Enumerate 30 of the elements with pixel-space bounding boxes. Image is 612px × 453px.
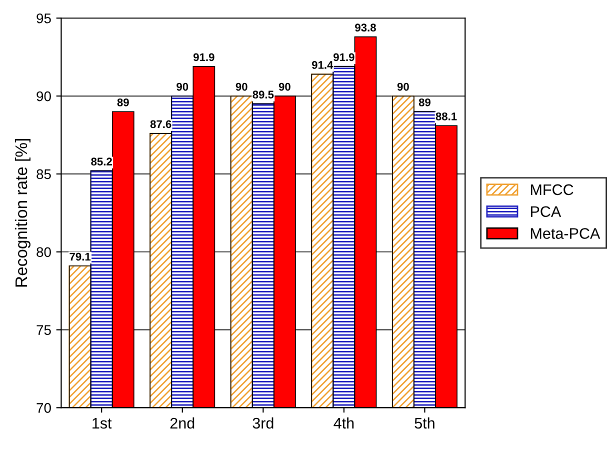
y-tick-label: 95	[36, 13, 51, 24]
data-label: 85.2	[91, 158, 112, 166]
data-label: 79.1	[70, 252, 91, 261]
y-tick-label: 70	[36, 403, 51, 413]
x-tick-label: 4th	[334, 417, 354, 429]
legend-label: PCA	[530, 206, 562, 218]
data-label: 90	[397, 82, 409, 91]
data-label: 91.4	[312, 61, 334, 69]
y-tick-label: 90	[36, 91, 51, 102]
data-label: 88.1	[436, 112, 457, 120]
data-label: 89.5	[252, 90, 274, 99]
legend-label: MFCC	[530, 184, 574, 196]
data-label: 90	[176, 82, 188, 91]
y-axis-title: Recognition rate [%]	[14, 139, 30, 287]
x-tick-label: 1st	[92, 418, 112, 429]
x-tick-label: 5th	[414, 417, 434, 429]
y-tick-label: 80	[36, 247, 51, 258]
y-tick-label: 75	[36, 325, 51, 335]
data-label: 93.8	[355, 24, 376, 32]
data-label: 91.9	[334, 53, 354, 62]
data-label: 91.9	[193, 53, 214, 62]
y-tick-label: 85	[36, 169, 51, 180]
data-label: 89	[117, 98, 129, 106]
legend-label: Meta-PCA	[530, 228, 600, 239]
data-label: 90	[278, 82, 290, 91]
data-label: 87.6	[150, 120, 172, 128]
x-tick-label: 2nd	[170, 417, 194, 429]
data-label: 90	[236, 82, 248, 91]
data-label: 89	[418, 98, 430, 106]
x-tick-label: 3rd	[252, 417, 274, 429]
